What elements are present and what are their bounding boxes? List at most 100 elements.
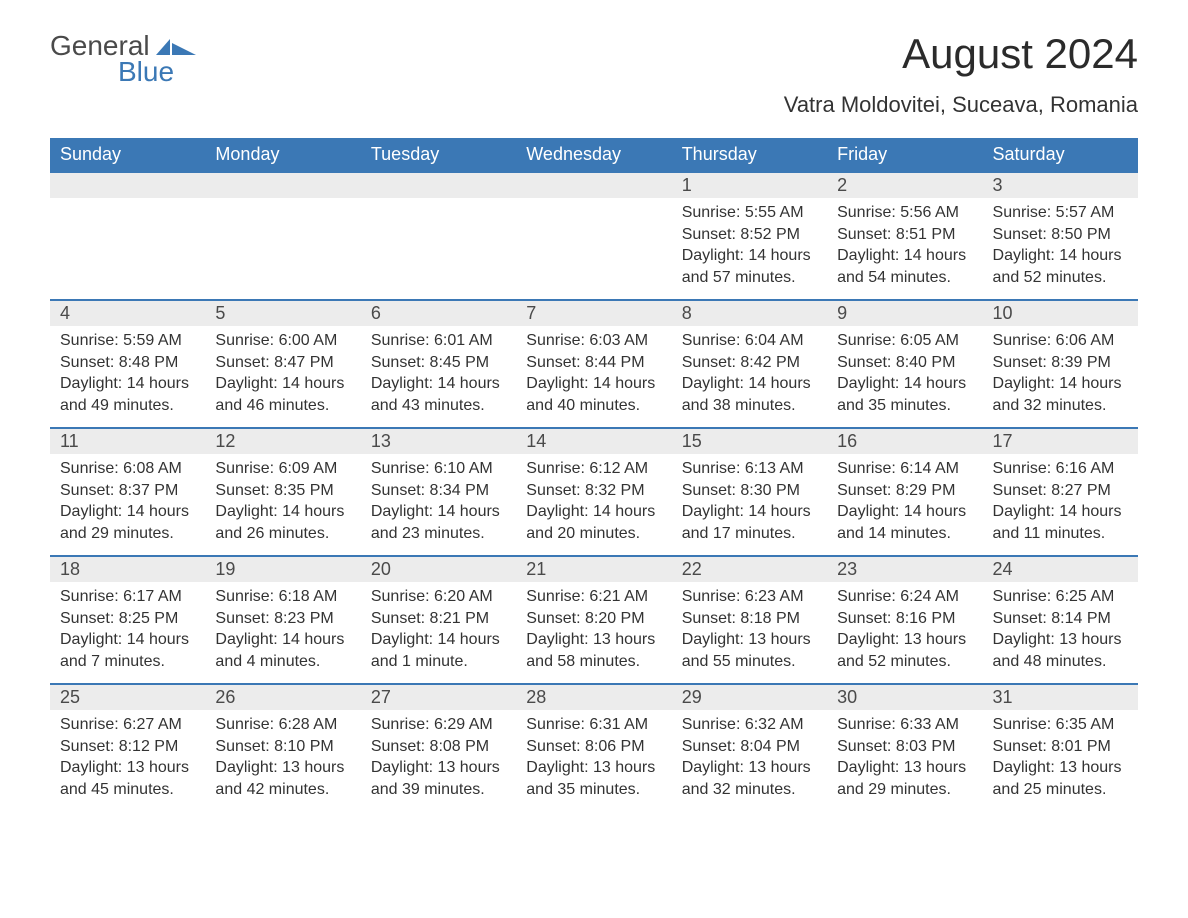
day-cell: 4Sunrise: 5:59 AMSunset: 8:48 PMDaylight… [50,299,205,427]
day-day1: Daylight: 14 hours [215,373,350,395]
day-sunrise: Sunrise: 5:56 AM [837,202,972,224]
day-body-empty [205,198,360,212]
day-day1: Daylight: 13 hours [837,757,972,779]
day-body: Sunrise: 5:56 AMSunset: 8:51 PMDaylight:… [827,198,982,298]
day-number: 1 [672,171,827,198]
day-cell: 24Sunrise: 6:25 AMSunset: 8:14 PMDayligh… [983,555,1138,683]
day-sunrise: Sunrise: 6:25 AM [993,586,1128,608]
day-number: 25 [50,683,205,710]
day-sunrise: Sunrise: 6:13 AM [682,458,817,480]
day-sunrise: Sunrise: 6:08 AM [60,458,195,480]
day-body: Sunrise: 6:31 AMSunset: 8:06 PMDaylight:… [516,710,671,810]
day-day1: Daylight: 13 hours [371,757,506,779]
day-sunset: Sunset: 8:48 PM [60,352,195,374]
day-day1: Daylight: 13 hours [682,757,817,779]
day-cell: 13Sunrise: 6:10 AMSunset: 8:34 PMDayligh… [361,427,516,555]
day-day1: Daylight: 13 hours [682,629,817,651]
day-sunset: Sunset: 8:42 PM [682,352,817,374]
day-sunset: Sunset: 8:16 PM [837,608,972,630]
day-day2: and 29 minutes. [837,779,972,801]
day-number: 18 [50,555,205,582]
day-body: Sunrise: 6:27 AMSunset: 8:12 PMDaylight:… [50,710,205,810]
day-day1: Daylight: 14 hours [215,629,350,651]
day-number: 27 [361,683,516,710]
calendar-table: Sunday Monday Tuesday Wednesday Thursday… [50,138,1138,811]
day-day2: and 43 minutes. [371,395,506,417]
day-day1: Daylight: 14 hours [682,501,817,523]
day-sunrise: Sunrise: 6:29 AM [371,714,506,736]
day-day2: and 48 minutes. [993,651,1128,673]
week-row: 11Sunrise: 6:08 AMSunset: 8:37 PMDayligh… [50,427,1138,555]
day-day2: and 45 minutes. [60,779,195,801]
day-number: 10 [983,299,1138,326]
day-day2: and 26 minutes. [215,523,350,545]
day-day2: and 39 minutes. [371,779,506,801]
day-day1: Daylight: 14 hours [837,245,972,267]
day-day2: and 54 minutes. [837,267,972,289]
day-sunrise: Sunrise: 5:59 AM [60,330,195,352]
day-day2: and 49 minutes. [60,395,195,417]
day-sunset: Sunset: 8:51 PM [837,224,972,246]
day-sunrise: Sunrise: 6:28 AM [215,714,350,736]
day-cell [361,171,516,299]
day-cell: 25Sunrise: 6:27 AMSunset: 8:12 PMDayligh… [50,683,205,811]
day-day2: and 42 minutes. [215,779,350,801]
day-body: Sunrise: 6:24 AMSunset: 8:16 PMDaylight:… [827,582,982,682]
day-body: Sunrise: 6:08 AMSunset: 8:37 PMDaylight:… [50,454,205,554]
day-day2: and 4 minutes. [215,651,350,673]
day-number-empty [50,171,205,198]
day-cell: 12Sunrise: 6:09 AMSunset: 8:35 PMDayligh… [205,427,360,555]
day-sunset: Sunset: 8:35 PM [215,480,350,502]
day-day2: and 35 minutes. [526,779,661,801]
day-body: Sunrise: 6:06 AMSunset: 8:39 PMDaylight:… [983,326,1138,426]
day-cell: 28Sunrise: 6:31 AMSunset: 8:06 PMDayligh… [516,683,671,811]
day-sunset: Sunset: 8:04 PM [682,736,817,758]
day-cell: 5Sunrise: 6:00 AMSunset: 8:47 PMDaylight… [205,299,360,427]
day-sunrise: Sunrise: 6:05 AM [837,330,972,352]
day-body: Sunrise: 6:16 AMSunset: 8:27 PMDaylight:… [983,454,1138,554]
day-day1: Daylight: 14 hours [526,501,661,523]
weekday-header: Thursday [672,138,827,171]
weekday-header: Monday [205,138,360,171]
day-cell: 1Sunrise: 5:55 AMSunset: 8:52 PMDaylight… [672,171,827,299]
day-cell: 7Sunrise: 6:03 AMSunset: 8:44 PMDaylight… [516,299,671,427]
day-day1: Daylight: 13 hours [837,629,972,651]
day-body: Sunrise: 5:59 AMSunset: 8:48 PMDaylight:… [50,326,205,426]
day-cell: 14Sunrise: 6:12 AMSunset: 8:32 PMDayligh… [516,427,671,555]
day-number: 11 [50,427,205,454]
day-sunrise: Sunrise: 6:21 AM [526,586,661,608]
day-day1: Daylight: 14 hours [993,373,1128,395]
day-day1: Daylight: 14 hours [993,245,1128,267]
day-day1: Daylight: 14 hours [60,373,195,395]
day-day1: Daylight: 14 hours [60,629,195,651]
day-cell [50,171,205,299]
day-number: 8 [672,299,827,326]
day-sunrise: Sunrise: 6:18 AM [215,586,350,608]
day-body: Sunrise: 6:03 AMSunset: 8:44 PMDaylight:… [516,326,671,426]
day-number: 21 [516,555,671,582]
day-cell: 31Sunrise: 6:35 AMSunset: 8:01 PMDayligh… [983,683,1138,811]
title-block: August 2024 Vatra Moldovitei, Suceava, R… [784,30,1138,128]
day-cell: 10Sunrise: 6:06 AMSunset: 8:39 PMDayligh… [983,299,1138,427]
day-day2: and 29 minutes. [60,523,195,545]
day-number: 4 [50,299,205,326]
day-number: 7 [516,299,671,326]
day-number: 24 [983,555,1138,582]
day-day2: and 32 minutes. [993,395,1128,417]
day-cell: 29Sunrise: 6:32 AMSunset: 8:04 PMDayligh… [672,683,827,811]
day-sunset: Sunset: 8:14 PM [993,608,1128,630]
day-day1: Daylight: 13 hours [215,757,350,779]
day-day1: Daylight: 14 hours [837,501,972,523]
day-sunrise: Sunrise: 6:33 AM [837,714,972,736]
day-day2: and 1 minute. [371,651,506,673]
day-number: 20 [361,555,516,582]
page-header: General Blue August 2024 Vatra Moldovite… [50,30,1138,128]
day-sunrise: Sunrise: 5:55 AM [682,202,817,224]
day-cell: 8Sunrise: 6:04 AMSunset: 8:42 PMDaylight… [672,299,827,427]
day-body: Sunrise: 6:25 AMSunset: 8:14 PMDaylight:… [983,582,1138,682]
day-body: Sunrise: 6:01 AMSunset: 8:45 PMDaylight:… [361,326,516,426]
day-sunset: Sunset: 8:08 PM [371,736,506,758]
day-sunset: Sunset: 8:06 PM [526,736,661,758]
day-number: 30 [827,683,982,710]
weekday-header: Friday [827,138,982,171]
